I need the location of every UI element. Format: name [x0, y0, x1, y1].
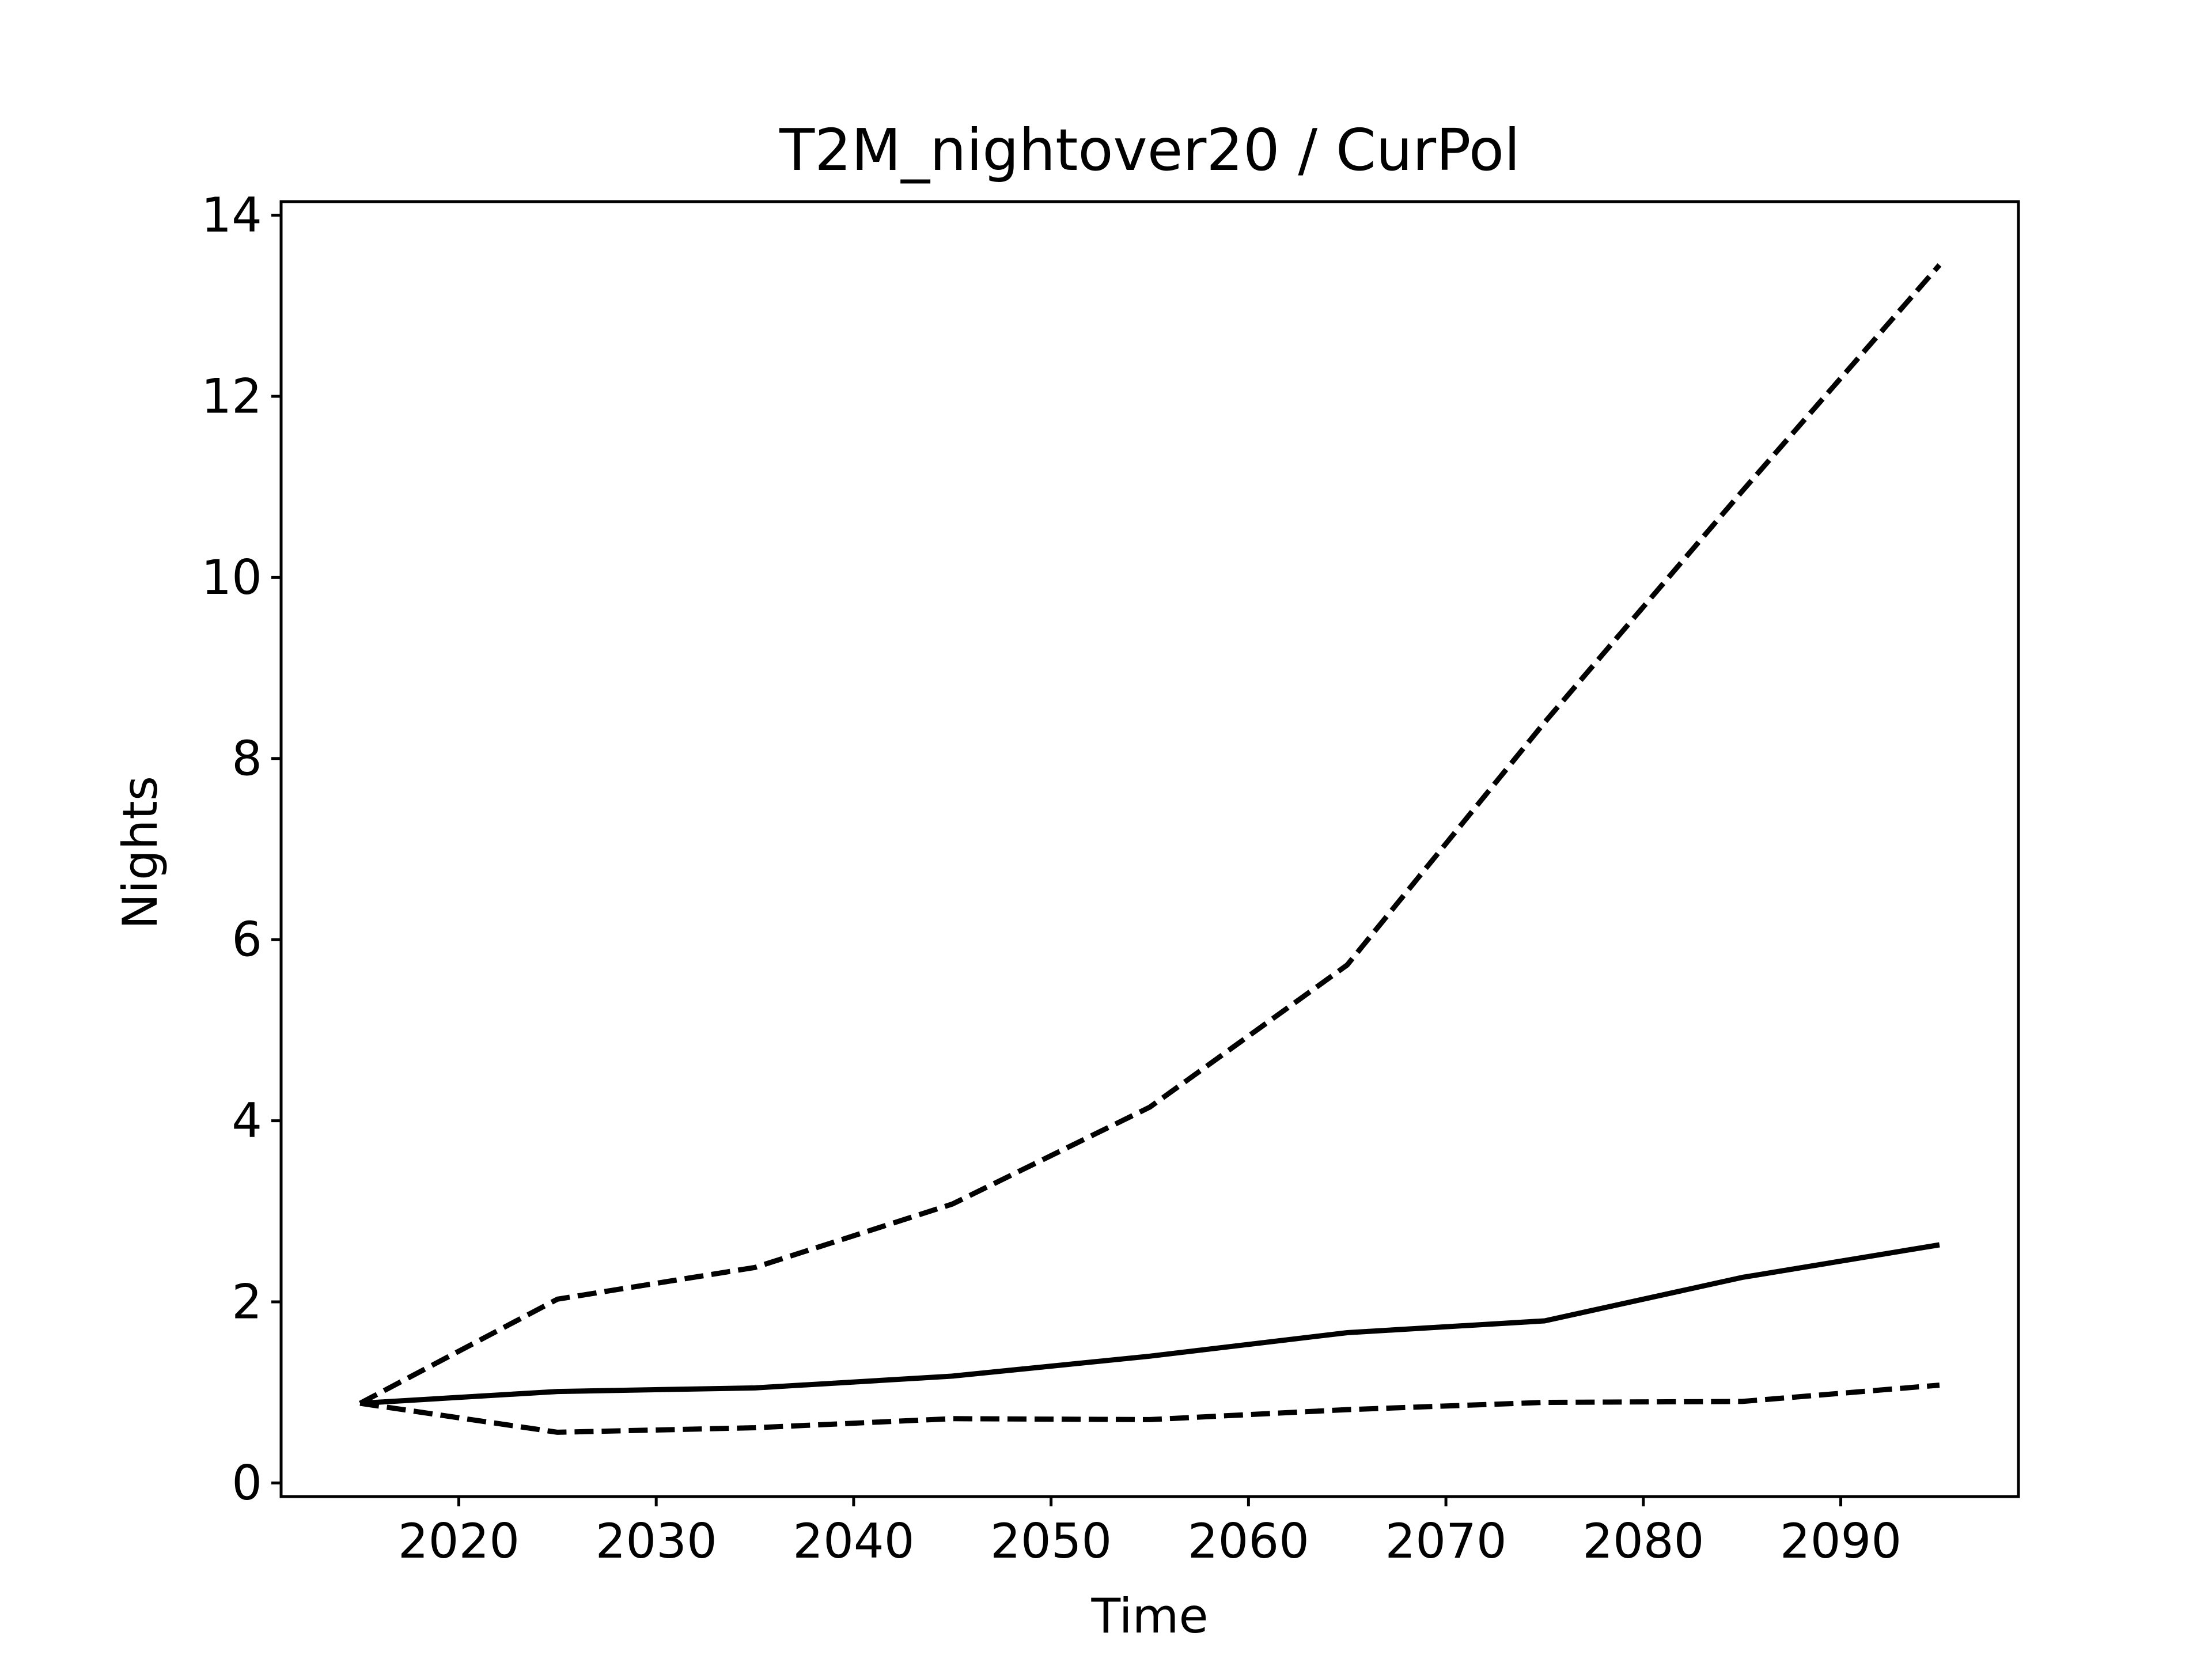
x-tick-label: 2050 [990, 1513, 1112, 1569]
y-tick-label: 14 [201, 187, 262, 243]
x-tick-label: 2070 [1385, 1513, 1506, 1569]
x-axis: 2020 2030 2040 2050 2060 2070 2080 2090 [398, 1497, 1902, 1569]
series-line-2 [359, 1242, 1940, 1406]
plot-frame [279, 200, 2020, 1498]
x-tick-label: 2090 [1780, 1513, 1902, 1569]
y-tick-label: 10 [201, 550, 262, 605]
plot-area [359, 263, 1942, 1435]
x-tick-label: 2030 [596, 1513, 717, 1569]
x-axis-label: Time [1090, 1588, 1208, 1644]
y-tick-label: 12 [201, 368, 262, 424]
y-tick-label: 6 [232, 912, 262, 968]
y-tick-label: 2 [232, 1274, 262, 1330]
series-line-3 [359, 1382, 1940, 1435]
y-tick-label: 8 [232, 730, 262, 786]
y-axis-label: Nights [112, 776, 168, 929]
x-tick-label: 2080 [1582, 1513, 1704, 1569]
x-tick-label: 2060 [1188, 1513, 1309, 1569]
series-line-1 [359, 263, 1942, 1406]
y-tick-label: 0 [232, 1455, 262, 1511]
y-tick-label: 4 [232, 1093, 262, 1149]
chart-title: T2M_nightover20 / CurPol [779, 116, 1520, 184]
y-axis: 0 2 4 6 8 10 12 14 [201, 187, 281, 1511]
x-tick-label: 2020 [398, 1513, 520, 1569]
x-tick-label: 2040 [793, 1513, 914, 1569]
